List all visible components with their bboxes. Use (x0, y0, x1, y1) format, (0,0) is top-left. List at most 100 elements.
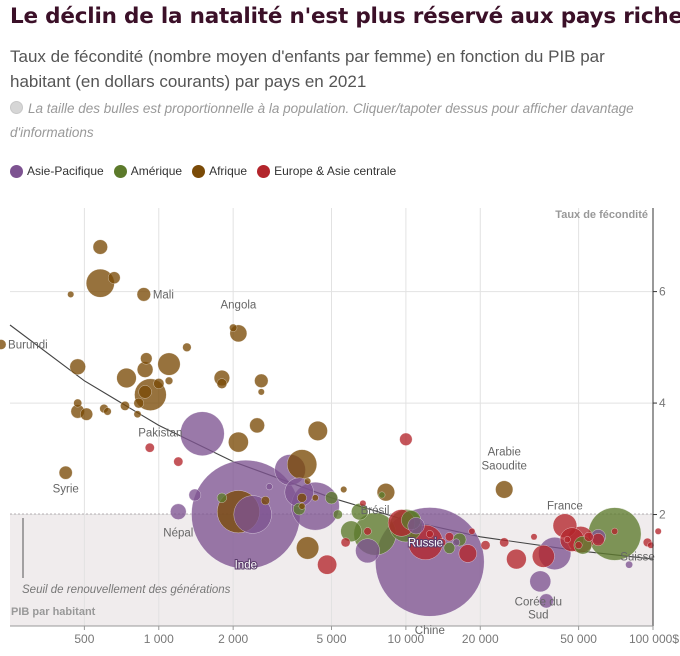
bubble[interactable] (92, 239, 108, 255)
bubble[interactable] (340, 486, 348, 493)
bubble[interactable] (73, 398, 83, 408)
bubble-arabie-saoudite[interactable] (495, 480, 514, 499)
legend-item-europe-asie-centrale[interactable]: Europe & Asie centrale (257, 164, 396, 178)
country-label: Pakistan (138, 428, 182, 440)
bubble[interactable] (591, 533, 605, 547)
bubble-pakistan[interactable] (180, 411, 225, 456)
bubble[interactable] (399, 432, 413, 446)
bubble[interactable] (583, 531, 594, 542)
bubble[interactable] (249, 417, 265, 434)
bubble[interactable] (538, 593, 554, 609)
bubble[interactable] (164, 376, 174, 385)
bubble[interactable] (317, 554, 337, 575)
bubble[interactable] (286, 449, 318, 480)
bubble[interactable] (499, 537, 510, 548)
bubble[interactable] (340, 537, 351, 548)
bubble[interactable] (157, 352, 181, 376)
bubble[interactable] (311, 494, 319, 502)
bubble[interactable] (297, 492, 307, 503)
bubbles (0, 239, 662, 617)
bubble[interactable] (133, 397, 145, 409)
bubble[interactable] (654, 527, 662, 535)
bubble[interactable] (480, 540, 491, 551)
bubble[interactable] (452, 538, 461, 547)
bubble[interactable] (216, 378, 228, 389)
bubble[interactable] (378, 491, 386, 499)
bubble-burundi[interactable] (0, 339, 7, 350)
country-label: Corée du (515, 596, 562, 608)
bubble[interactable] (257, 388, 265, 396)
x-tick-label: 500 (74, 632, 94, 646)
bubble[interactable] (355, 538, 380, 564)
bubble[interactable] (325, 491, 338, 505)
bubble-syrie[interactable] (58, 465, 73, 480)
bubble[interactable] (563, 536, 571, 544)
bubble[interactable] (107, 271, 121, 284)
bubble[interactable] (80, 407, 93, 421)
bubble[interactable] (443, 542, 456, 554)
bubble[interactable] (304, 477, 312, 485)
bubble[interactable] (376, 483, 395, 502)
bubble[interactable] (260, 496, 270, 506)
bubble[interactable] (188, 488, 202, 502)
legend-item-afrique[interactable]: Afrique (192, 164, 247, 178)
bubble[interactable] (506, 548, 527, 570)
bubble-mali[interactable] (136, 287, 151, 302)
bubble[interactable] (340, 520, 362, 542)
bubble[interactable] (103, 407, 112, 416)
x-tick-label: 20 000 (462, 632, 499, 646)
scatter-chart: Seuil de renouvellement des générations … (0, 208, 679, 646)
bubble[interactable] (307, 420, 328, 441)
bubble[interactable] (468, 527, 476, 535)
bubble-cor-e-du-sud[interactable] (529, 570, 552, 593)
bubble-n-pal[interactable] (170, 503, 187, 520)
bubble[interactable] (332, 509, 343, 520)
chart-note: La taille des bulles est proportionnelle… (10, 97, 675, 145)
bubble[interactable] (296, 536, 320, 560)
bubble[interactable] (425, 530, 434, 538)
legend-swatch (257, 164, 271, 178)
y-tick-label: 4 (659, 396, 666, 410)
x-axis-label: PIB par habitant (11, 606, 96, 618)
bubble[interactable] (444, 532, 454, 542)
x-ticks: 500 1 000 2 000 5 000 10 000 20 000 50 000 100 … (74, 626, 679, 646)
bubble[interactable] (229, 323, 238, 332)
bubble[interactable] (611, 527, 619, 535)
bubble[interactable] (216, 492, 227, 503)
bubble[interactable] (133, 410, 142, 419)
bubble[interactable] (298, 502, 306, 510)
bubble[interactable] (182, 342, 192, 352)
y-tick-label: 6 (659, 285, 666, 299)
bubble[interactable] (173, 456, 184, 467)
bubble[interactable] (359, 499, 367, 507)
chart-title: Le déclin de la natalité n'est plus rése… (10, 4, 680, 29)
bubble[interactable] (532, 544, 555, 568)
bubble[interactable] (67, 290, 75, 298)
legend-label: Asie-Pacifique (27, 164, 104, 178)
bubble[interactable] (254, 373, 269, 388)
bubble[interactable] (144, 442, 155, 453)
bubble[interactable] (233, 495, 272, 534)
bubble[interactable] (138, 385, 152, 399)
bubble[interactable] (153, 378, 165, 390)
legend-item-amerique[interactable]: Amérique (113, 164, 182, 178)
bubble[interactable] (363, 527, 372, 536)
replacement-label: Seuil de renouvellement des générations (22, 584, 231, 596)
bubble[interactable] (574, 541, 583, 550)
bubble[interactable] (140, 352, 153, 365)
bubble[interactable] (407, 517, 425, 535)
bubble[interactable] (625, 560, 633, 569)
bubble[interactable] (265, 483, 273, 491)
bubble[interactable] (647, 541, 655, 549)
bubble[interactable] (120, 401, 130, 411)
bubble[interactable] (69, 358, 86, 375)
x-tick-label: 2 000 (218, 632, 248, 646)
bubble[interactable] (116, 367, 137, 389)
grid (10, 208, 653, 626)
bubble[interactable] (458, 544, 477, 563)
bubble[interactable] (530, 533, 538, 541)
legend-item-asie-pacifique[interactable]: Asie-Pacifique (10, 164, 104, 178)
bubble[interactable] (228, 431, 249, 453)
bubble[interactable] (437, 538, 447, 547)
legend-swatch (10, 164, 23, 178)
